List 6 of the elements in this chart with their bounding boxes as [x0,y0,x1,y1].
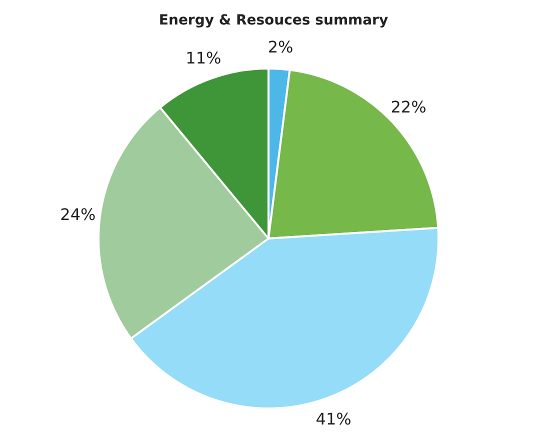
data-label: 11% [186,48,222,68]
chart-title: Energy & Resouces summary [158,12,388,28]
data-label: 22% [390,98,426,116]
data-label: 41% [316,410,352,429]
data-label: 24% [60,204,96,224]
data-label: 2% [268,37,294,56]
